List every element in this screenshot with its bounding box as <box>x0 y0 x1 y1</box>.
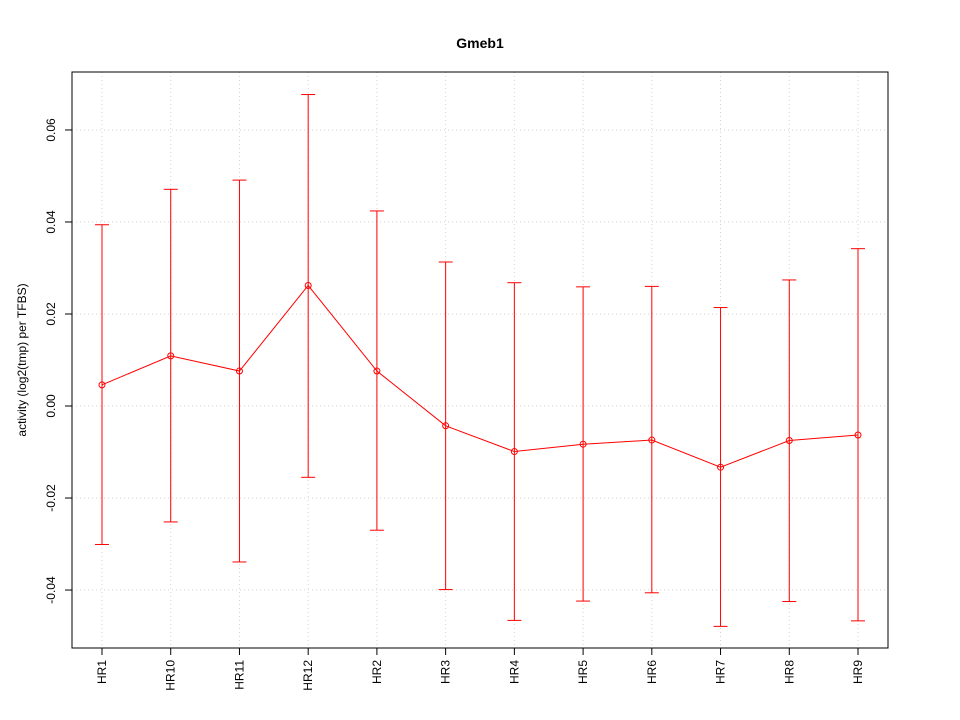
y-axis-label: activity (log2(tmp) per TFBS) <box>15 283 29 436</box>
x-tick-label: HR12 <box>301 660 315 691</box>
y-tick-label: 0.04 <box>44 210 58 234</box>
x-tick-label: HR3 <box>439 660 453 684</box>
y-tick-label: 0.06 <box>44 118 58 142</box>
x-tick-label: HR1 <box>95 660 109 684</box>
x-tick-label: HR5 <box>576 660 590 684</box>
x-tick-label: HR2 <box>370 660 384 684</box>
data-point <box>235 367 243 375</box>
data-point <box>304 281 312 289</box>
y-tick-label: -0.04 <box>44 576 58 604</box>
data-point <box>442 422 450 430</box>
x-tick-label: HR4 <box>507 660 521 684</box>
data-point <box>510 448 518 456</box>
y-axis: -0.04 -0.02 0.00 0.02 0.04 0.06 <box>44 118 72 604</box>
chart-title: Gmeb1 <box>456 35 504 51</box>
plot-frame <box>71 71 889 649</box>
x-tick-label: HR6 <box>645 660 659 684</box>
x-tick-label: HR7 <box>714 660 728 684</box>
data-point <box>648 436 656 444</box>
x-tick-label: HR8 <box>782 660 796 684</box>
series-line <box>101 284 859 468</box>
data-point <box>579 440 587 448</box>
series-layer <box>95 94 865 627</box>
grid <box>72 72 888 648</box>
x-tick-label: HR10 <box>164 660 178 691</box>
x-axis: HR1 HR10 HR11 HR12 HR2 HR3 HR4 HR5 HR6 HR7 HR8 HR9 <box>95 648 865 691</box>
y-tick-label: 0.02 <box>44 302 58 326</box>
data-point <box>373 367 381 375</box>
data-point <box>717 463 725 471</box>
data-point <box>854 431 862 439</box>
x-tick-label: HR9 <box>851 660 865 684</box>
data-point <box>98 381 106 389</box>
y-tick-label: -0.02 <box>44 484 58 512</box>
y-tick-label: 0.00 <box>44 394 58 418</box>
data-point <box>167 352 175 360</box>
x-tick-label: HR11 <box>232 660 246 690</box>
data-point <box>785 437 793 445</box>
